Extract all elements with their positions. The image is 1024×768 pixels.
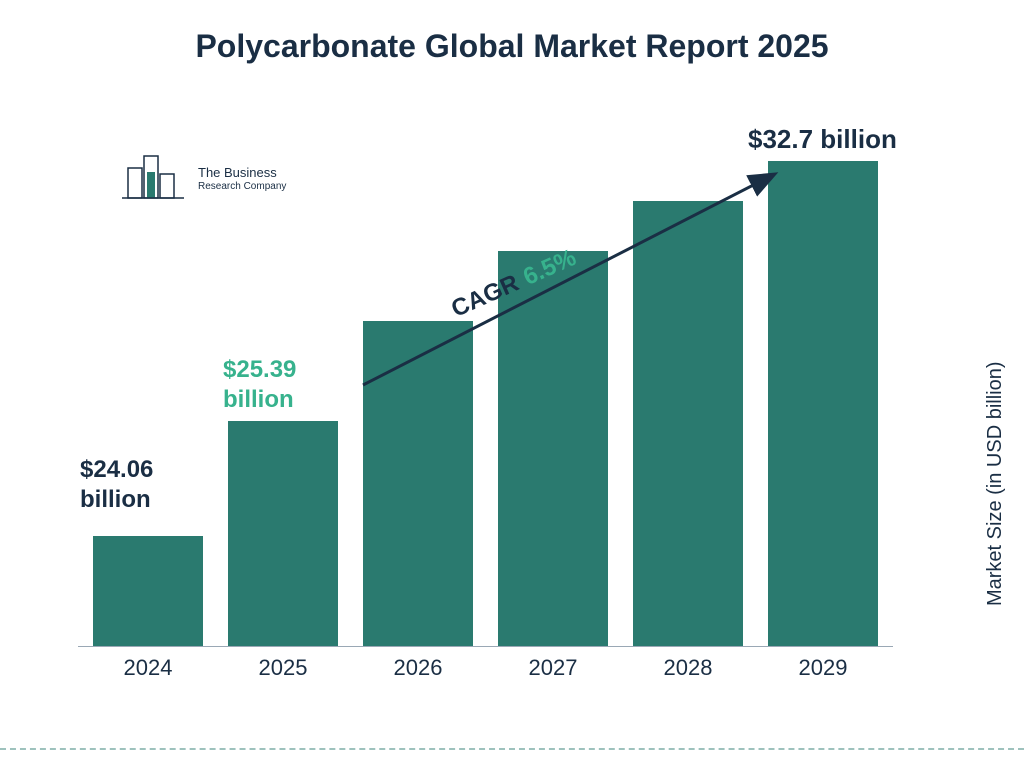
annotation-2025-suffix: billion [223,385,296,415]
chart-area: 2024 2025 2026 2027 2028 2029 CAGR6.5% [78,125,893,685]
x-axis-labels: 2024 2025 2026 2027 2028 2029 [78,647,893,685]
x-label-2025: 2025 [228,647,338,685]
bar-2026 [363,321,473,646]
x-label-2028: 2028 [633,647,743,685]
bars-container [78,147,893,647]
bar-2027 [498,251,608,646]
bar-slot-2025 [228,421,338,646]
bar-slot-2027 [498,251,608,646]
annotation-2025-value: $25.39 [223,355,296,385]
x-label-2027: 2027 [498,647,608,685]
bar-slot-2029 [768,161,878,646]
bar-slot-2026 [363,321,473,646]
annotation-2024-value: $24.06 [80,455,153,485]
bar-2025 [228,421,338,646]
annotation-2029-value: $32.7 billion [748,124,897,154]
y-axis-label: Market Size (in USD billion) [985,362,1008,607]
x-label-2026: 2026 [363,647,473,685]
bar-slot-2028 [633,201,743,646]
x-label-2029: 2029 [768,647,878,685]
x-label-2024: 2024 [93,647,203,685]
bar-2029 [768,161,878,646]
chart-title: Polycarbonate Global Market Report 2025 [0,0,1024,65]
annotation-2025: $25.39 billion [223,355,296,415]
bar-slot-2024 [93,536,203,646]
bar-2024 [93,536,203,646]
bar-2028 [633,201,743,646]
annotation-2024: $24.06 billion [80,455,153,515]
annotation-2024-suffix: billion [80,485,153,515]
annotation-2029: $32.7 billion [748,123,897,156]
footer-dashed-line [0,748,1024,750]
